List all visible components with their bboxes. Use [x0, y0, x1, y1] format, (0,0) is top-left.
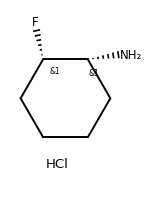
Text: HCl: HCl [46, 158, 69, 171]
Text: &1: &1 [49, 67, 60, 75]
Text: &1: &1 [89, 69, 99, 78]
Text: F: F [32, 16, 38, 29]
Text: NH₂: NH₂ [120, 49, 142, 62]
